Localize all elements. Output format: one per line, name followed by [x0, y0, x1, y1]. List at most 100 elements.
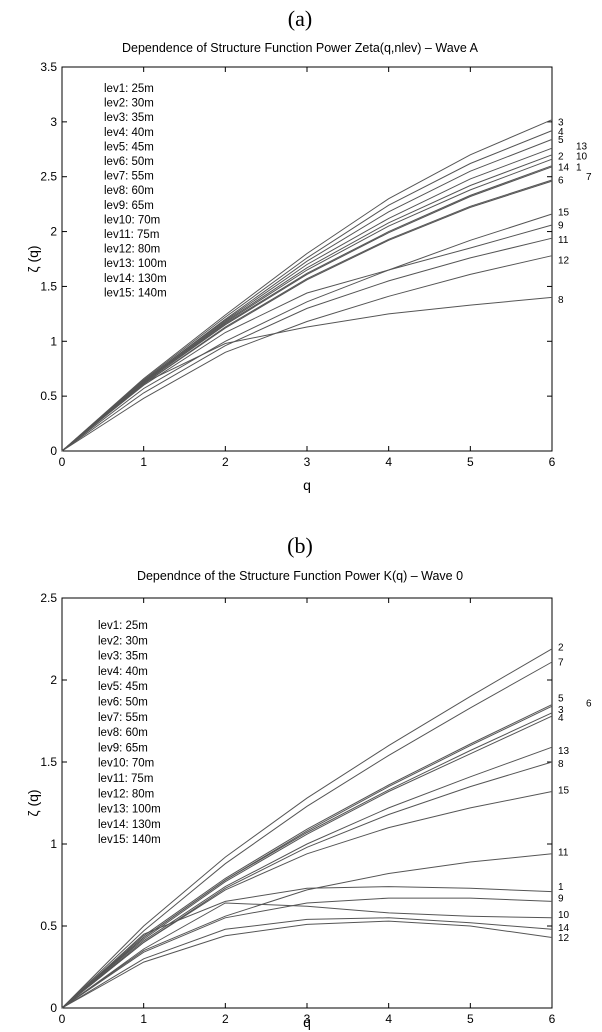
legend-entry: lev13: 100m	[104, 258, 167, 270]
y-tick-label: 1	[50, 837, 57, 851]
legend-entry: lev4: 40m	[98, 666, 148, 678]
y-tick-label: 2	[50, 225, 57, 239]
y-tick-label: 2	[50, 673, 57, 687]
legend-entry: lev9: 65m	[104, 200, 154, 212]
legend-entry: lev15: 140m	[104, 287, 167, 299]
series-line-15	[61, 791, 553, 1009]
series-line-4	[61, 715, 553, 1009]
legend-entry: lev8: 60m	[98, 727, 148, 739]
series-end-label: 13	[558, 746, 570, 757]
panel-b-curves	[61, 648, 553, 1009]
y-tick-label: 0.5	[40, 919, 57, 933]
x-tick-label: 4	[385, 1012, 392, 1026]
series-line-1	[61, 886, 553, 1009]
panel-a-end-labels: 345 13 2 10 14 1 6 7 15 9 11 12 8	[558, 117, 592, 306]
legend-entry: lev13: 100m	[98, 804, 161, 816]
legend-entry: lev9: 65m	[98, 742, 148, 754]
series-line-12	[61, 920, 553, 1009]
legend-entry: lev4: 40m	[104, 127, 154, 139]
y-tick-label: 1.5	[40, 755, 57, 769]
series-end-label: 12	[558, 256, 570, 267]
y-tick-label: 3	[50, 115, 57, 129]
series-end-label: 11	[558, 235, 569, 246]
x-tick-label: 3	[304, 1012, 311, 1026]
panel-a-ticks: 0 1 2 3 4 5 6 0 0.5 1 1.5 2 2.5 3 3.5	[40, 60, 555, 469]
x-tick-label: 3	[304, 455, 311, 469]
series-line-3	[61, 119, 553, 452]
series-end-label: 1	[576, 162, 582, 173]
series-end-label: 13	[576, 141, 588, 152]
series-end-label: 2	[558, 151, 564, 162]
legend-entry: lev2: 30m	[98, 635, 148, 647]
series-end-label: 5	[558, 135, 564, 146]
series-line-9	[61, 224, 553, 452]
series-line-3	[61, 712, 553, 1009]
series-end-label: 9	[558, 894, 564, 905]
series-end-label: 1	[558, 882, 564, 893]
y-tick-label: 0	[50, 1001, 57, 1015]
panel-a-title: Dependence of Structure Function Power Z…	[122, 41, 479, 55]
y-tick-label: 3.5	[40, 60, 57, 74]
legend-entry: lev3: 35m	[104, 112, 154, 124]
series-line-7	[61, 180, 553, 452]
x-tick-label: 2	[222, 455, 229, 469]
series-line-11	[61, 237, 553, 452]
series-line-12	[61, 255, 553, 452]
series-line-4	[61, 130, 553, 452]
series-end-label: 3	[558, 705, 564, 716]
series-line-7	[61, 661, 553, 1009]
legend-entry: lev14: 130m	[98, 819, 161, 831]
legend-entry: lev10: 70m	[98, 758, 154, 770]
series-end-label: 4	[558, 713, 564, 724]
series-end-label: 8	[558, 759, 564, 770]
x-tick-label: 4	[385, 455, 392, 469]
panel-a-chart: (a) Dependence of Structure Function Pow…	[25, 6, 592, 493]
series-line-14	[61, 917, 553, 1009]
x-tick-label: 1	[140, 455, 147, 469]
series-line-15	[61, 213, 553, 452]
x-tick-label: 2	[222, 1012, 229, 1026]
panel-a-legend: lev1: 25m lev2: 30m lev3: 35m lev4: 40m lev5…	[104, 83, 167, 299]
legend-entry: lev5: 45m	[98, 681, 148, 693]
legend-entry: lev8: 60m	[104, 185, 154, 197]
y-tick-label: 1.5	[40, 279, 57, 293]
panel-a-xlabel: q	[303, 477, 311, 493]
x-tick-label: 0	[59, 455, 66, 469]
series-end-label: 10	[558, 910, 570, 921]
series-line-10	[61, 158, 553, 452]
x-tick-label: 0	[59, 1012, 66, 1026]
series-end-label: 14	[558, 923, 570, 934]
panel-a-curves	[61, 119, 553, 452]
legend-entry: lev15: 140m	[98, 834, 161, 846]
panel-b-ylabel: ζ (q)	[25, 789, 41, 816]
series-line-9	[61, 897, 553, 1009]
x-tick-label: 6	[549, 1012, 556, 1026]
series-line-2	[61, 648, 553, 1009]
series-end-label: 4	[558, 127, 564, 138]
series-line-10	[61, 902, 553, 1009]
legend-entry: lev6: 50m	[104, 156, 154, 168]
panel-b-letter: (b)	[287, 533, 313, 558]
x-tick-label: 5	[467, 1012, 474, 1026]
x-tick-label: 6	[549, 455, 556, 469]
legend-entry: lev3: 35m	[98, 651, 148, 663]
series-line-13	[61, 746, 553, 1009]
series-end-label: 9	[558, 220, 564, 231]
legend-entry: lev5: 45m	[104, 141, 154, 153]
series-end-label: 7	[558, 657, 564, 668]
legend-entry: lev14: 130m	[104, 273, 167, 285]
x-tick-label: 5	[467, 455, 474, 469]
series-end-label: 11	[558, 848, 569, 859]
series-end-label: 5	[558, 694, 564, 705]
series-line-13	[61, 147, 553, 452]
series-end-label: 8	[558, 295, 564, 306]
y-tick-label: 2.5	[40, 170, 57, 184]
legend-entry: lev11: 75m	[104, 229, 159, 241]
x-tick-label: 1	[140, 1012, 147, 1026]
legend-entry: lev11: 75m	[98, 773, 153, 785]
legend-entry: lev7: 55m	[104, 171, 154, 183]
legend-entry: lev12: 80m	[104, 244, 160, 256]
legend-entry: lev1: 25m	[98, 620, 148, 632]
panel-b-legend: lev1: 25m lev2: 30m lev3: 35m lev4: 40m lev5…	[98, 620, 161, 846]
